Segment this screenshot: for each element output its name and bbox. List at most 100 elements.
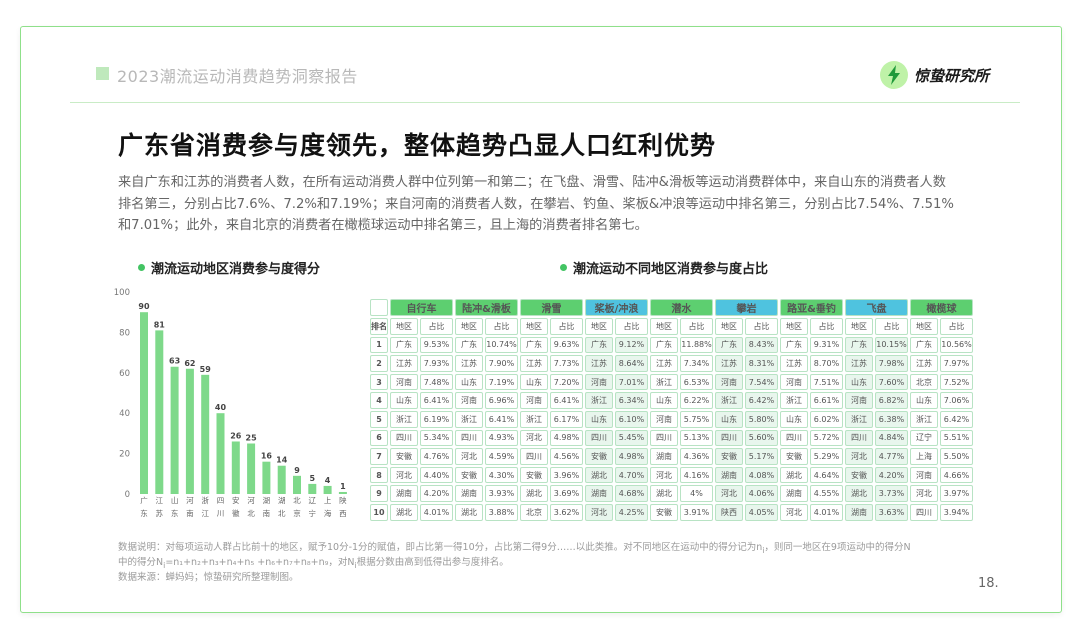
- x-tick-label: 东: [140, 508, 148, 518]
- bullet-dot-icon: [560, 264, 567, 271]
- region-cell: 河北: [780, 503, 808, 521]
- region-cell: 山东: [845, 373, 873, 391]
- rank-cell: 1: [370, 336, 388, 354]
- rank-cell: 2: [370, 355, 388, 372]
- share-cell: 4.64%: [810, 466, 843, 484]
- region-cell: 江苏: [455, 355, 483, 372]
- share-cell: 4.05%: [745, 503, 778, 521]
- rank-cell: 10: [370, 503, 388, 521]
- share-cell: 4.84%: [875, 429, 908, 447]
- y-tick-label: 0: [125, 490, 130, 500]
- share-cell: 4.59%: [485, 448, 518, 465]
- x-tick-label: 四: [217, 496, 225, 505]
- bar-山东: [170, 366, 179, 494]
- data-note-line2: 中的得分Ni=n₁+n₂+n₃+n₄+n₅ +n₆+n₇+n₈+n₉，对Ni根据…: [118, 556, 509, 570]
- x-tick-label: 湖: [278, 496, 286, 505]
- region-cell: 河南: [455, 392, 483, 409]
- region-cell: 河南: [780, 373, 808, 391]
- y-tick-label: 20: [119, 450, 130, 460]
- region-cell: 四川: [715, 429, 743, 447]
- share-cell: 4.20%: [420, 485, 453, 502]
- share-cell: 4.93%: [485, 429, 518, 447]
- region-cell: 河北: [715, 485, 743, 502]
- x-tick-label: 江: [156, 496, 164, 505]
- share-cell: 4.77%: [875, 448, 908, 465]
- share-cell: 7.90%: [485, 355, 518, 372]
- bar-广东: [140, 312, 148, 494]
- table-row: 1 广东 9.53% 广东 10.74% 广东 9.63% 广东 9.12% 广东 11.88% 广东…: [370, 336, 973, 354]
- share-table: 自行车 陆冲&滑板 滑雪 桨板/冲浪 潜水 攀岩 路亚&垂钓 飞盘 橄榄球 排名 地区 占比 地区 占比地…: [368, 297, 975, 523]
- x-tick-label: 北: [278, 509, 286, 518]
- category-header-桨板/冲浪: 桨板/冲浪: [585, 299, 648, 316]
- share-cell: 9.12%: [615, 336, 648, 354]
- region-cell: 河南: [650, 410, 678, 428]
- region-cell: 湖南: [780, 485, 808, 502]
- header-divider: [70, 102, 1020, 103]
- region-cell: 河北: [910, 485, 938, 502]
- share-cell: 11.88%: [680, 336, 713, 354]
- share-cell: 7.34%: [680, 355, 713, 372]
- share-cell: 7.19%: [485, 373, 518, 391]
- bar-value-label: 90: [138, 302, 150, 311]
- region-cell: 江苏: [520, 355, 548, 372]
- share-cell: 3.69%: [550, 485, 583, 502]
- x-tick-label: 陕: [339, 495, 347, 505]
- share-cell: 3.94%: [940, 503, 973, 521]
- share-cell: 10.56%: [940, 336, 973, 354]
- share-cell: 6.10%: [615, 410, 648, 428]
- region-cell: 山东: [455, 373, 483, 391]
- share-cell: 6.41%: [550, 392, 583, 409]
- share-cell: 7.60%: [875, 373, 908, 391]
- bar-上海: [323, 485, 332, 494]
- score-bar-chart: 02040608010090广东81江苏63山东62河南59浙江40四川26安徽…: [114, 288, 347, 518]
- category-header-自行车: 自行车: [390, 299, 453, 316]
- x-tick-label: 海: [324, 508, 332, 518]
- share-cell: 7.51%: [810, 373, 843, 391]
- table-row: 3 河南 7.48% 山东 7.19% 山东 7.20% 河南 7.01% 浙江 6.53% 河南 7.…: [370, 373, 973, 391]
- y-tick-label: 60: [119, 369, 130, 379]
- share-cell: 4.06%: [745, 485, 778, 502]
- region-cell: 湖北: [520, 485, 548, 502]
- share-cell: 3.91%: [680, 503, 713, 521]
- region-cell: 浙江: [650, 373, 678, 391]
- x-tick-label: 南: [263, 508, 271, 518]
- table-row: 7 安徽 4.76% 河北 4.59% 四川 4.56% 安徽 4.98% 湖南 4.36% 安徽 5.…: [370, 448, 973, 465]
- region-cell: 广东: [780, 336, 808, 354]
- share-cell: 6.82%: [875, 392, 908, 409]
- bar-陕西: [338, 491, 347, 494]
- lightning-icon: [880, 61, 908, 89]
- share-header: 占比: [810, 318, 843, 335]
- category-header-潜水: 潜水: [650, 299, 713, 316]
- share-cell: 7.20%: [550, 373, 583, 391]
- share-cell: 7.52%: [940, 373, 973, 391]
- region-cell: 辽宁: [910, 429, 938, 447]
- share-cell: 4.68%: [615, 485, 648, 502]
- region-cell: 广东: [910, 336, 938, 354]
- share-cell: 4.40%: [420, 466, 453, 484]
- share-cell: 9.53%: [420, 336, 453, 354]
- region-cell: 广东: [650, 336, 678, 354]
- region-cell: 河北: [520, 429, 548, 447]
- x-tick-label: 宁: [309, 508, 317, 518]
- region-cell: 四川: [910, 503, 938, 521]
- share-cell: 6.42%: [745, 392, 778, 409]
- x-tick-label: 山: [171, 495, 179, 505]
- share-cell: 7.06%: [940, 392, 973, 409]
- region-cell: 安徽: [390, 448, 418, 465]
- share-cell: 5.17%: [745, 448, 778, 465]
- bar-value-label: 1: [340, 482, 346, 491]
- share-cell: 3.97%: [940, 485, 973, 502]
- bar-安徽: [231, 441, 240, 494]
- region-cell: 江苏: [845, 355, 873, 372]
- region-cell: 河南: [715, 373, 743, 391]
- share-cell: 10.74%: [485, 336, 518, 354]
- x-tick-label: 安: [232, 495, 240, 505]
- bar-value-label: 4: [325, 476, 331, 485]
- region-cell: 河南: [390, 373, 418, 391]
- region-cell: 陕西: [715, 503, 743, 521]
- region-cell: 山东: [585, 410, 613, 428]
- share-cell: 4.30%: [485, 466, 518, 484]
- share-cell: 5.29%: [810, 448, 843, 465]
- share-cell: 9.63%: [550, 336, 583, 354]
- share-cell: 4.20%: [875, 466, 908, 484]
